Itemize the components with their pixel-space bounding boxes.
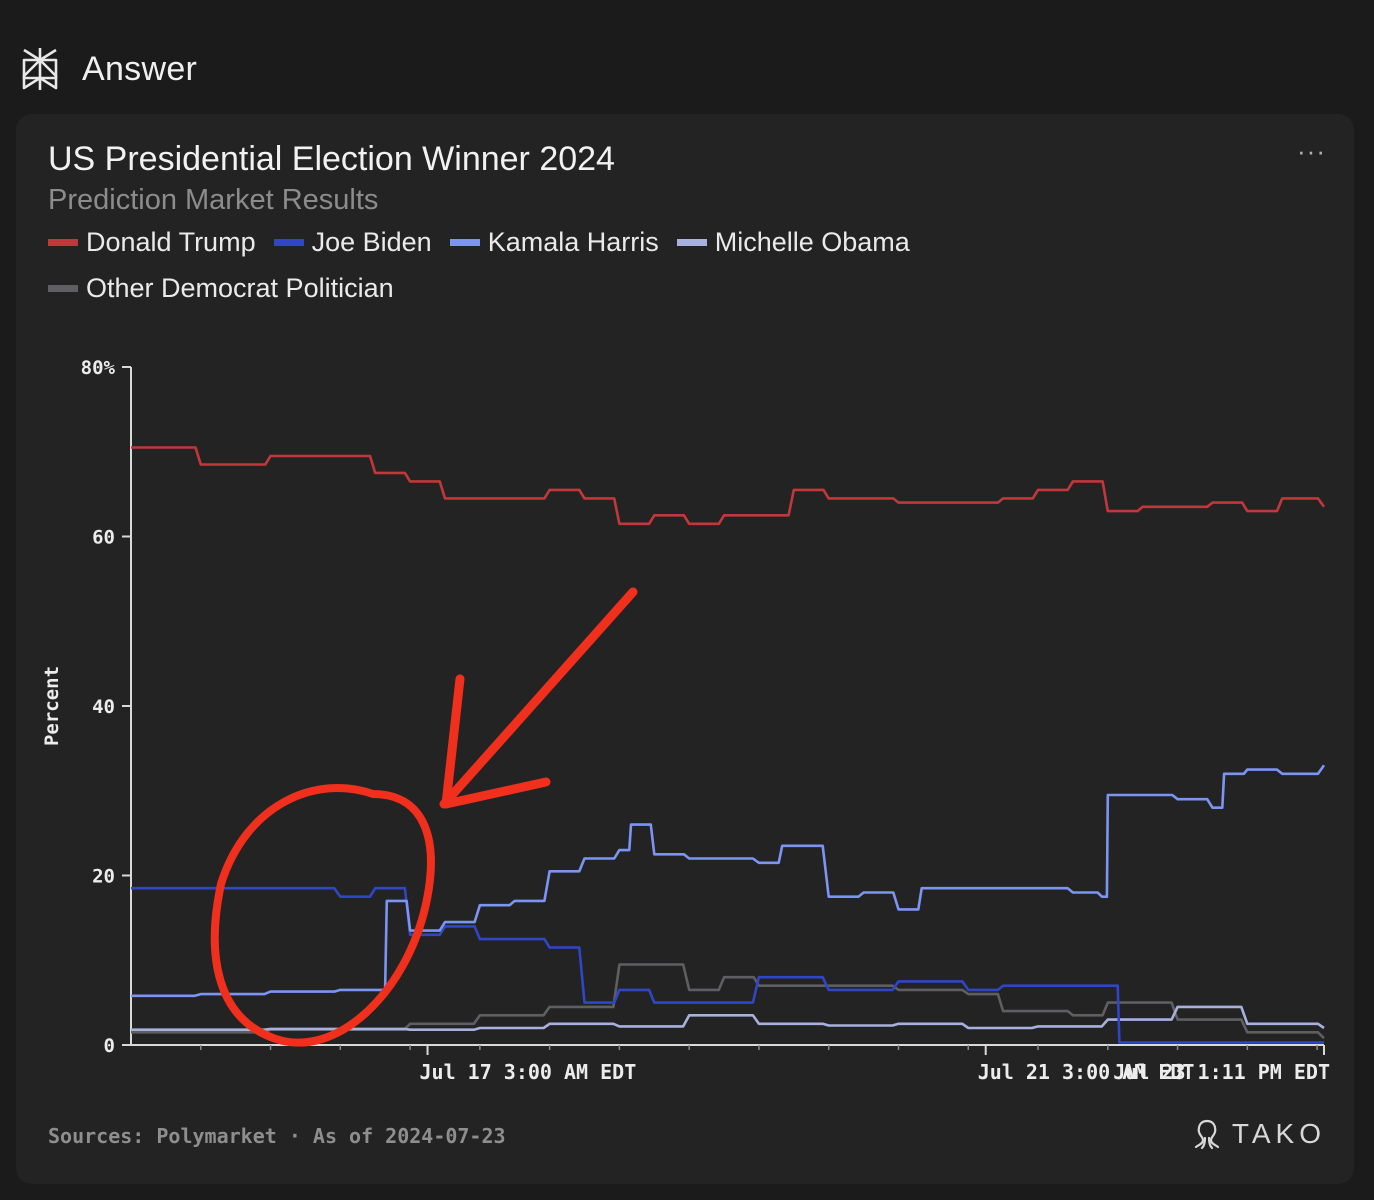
x-tick-label: Jul 23 1:11 PM EDT: [1113, 1060, 1330, 1084]
annotation-circle: [210, 784, 435, 1047]
chart-title: US Presidential Election Winner 2024: [48, 140, 615, 178]
y-tick-label: 0: [104, 1035, 115, 1057]
legend-item[interactable]: Other Democrat Politician: [48, 272, 394, 304]
line-chart-plot: 80% 60 40 20 0 Percent Jul 17 3:00 AM EDT Jul 2…: [41, 357, 1330, 1084]
series-line: [131, 963, 1325, 1040]
legend-label: Other Democrat Politician: [86, 272, 394, 303]
legend-swatch: [48, 284, 78, 292]
legend-swatch: [48, 238, 78, 246]
y-tick-label: 80%: [81, 357, 116, 379]
series-line: [131, 446, 1326, 526]
y-tick-label: 20: [92, 866, 115, 888]
y-tick-label: 60: [92, 527, 115, 549]
series-line: [131, 1005, 1325, 1031]
x-tick-label: Jul 21 3:00 AM EDT: [978, 1060, 1195, 1084]
legend-item[interactable]: Joe Biden: [273, 226, 432, 258]
legend-item[interactable]: Donald Trump: [48, 226, 256, 258]
series-line: [131, 886, 1324, 1044]
tako-octopus-icon: [1194, 1119, 1219, 1150]
chart-subtitle: Prediction Market Results: [48, 184, 379, 216]
legend-label: Michelle Obama: [714, 226, 910, 257]
more-options-button[interactable]: ···: [1297, 136, 1326, 166]
chart-legend: Donald Trump Joe Biden Kamala Harris Michel…: [48, 226, 1048, 304]
y-tick-label: 40: [92, 696, 115, 718]
chart-card: US Presidential Election Winner 2024 Pre…: [16, 114, 1354, 1184]
brand-name: TAKO: [1231, 1118, 1326, 1149]
sources-note: Sources: Polymarket · As of 2024-07-23: [48, 1124, 506, 1148]
perplexity-logo-icon: [22, 48, 58, 90]
y-axis-label: Percent: [41, 666, 63, 746]
legend-swatch: [273, 238, 304, 246]
legend-item[interactable]: Michelle Obama: [676, 226, 910, 258]
x-tick-label: Jul 17 3:00 AM EDT: [420, 1060, 637, 1084]
annotation-arrow: [439, 587, 638, 809]
series-line: [131, 764, 1326, 998]
legend-label: Kamala Harris: [487, 226, 659, 257]
tako-brand[interactable]: TAKO: [1192, 1118, 1326, 1150]
legend-item[interactable]: Kamala Harris: [449, 226, 659, 258]
legend-label: Donald Trump: [86, 226, 256, 257]
legend-label: Joe Biden: [311, 226, 432, 257]
page-header: Answer: [20, 44, 197, 94]
page-title: Answer: [82, 49, 198, 88]
legend-swatch: [676, 238, 707, 246]
legend-swatch: [449, 238, 480, 246]
